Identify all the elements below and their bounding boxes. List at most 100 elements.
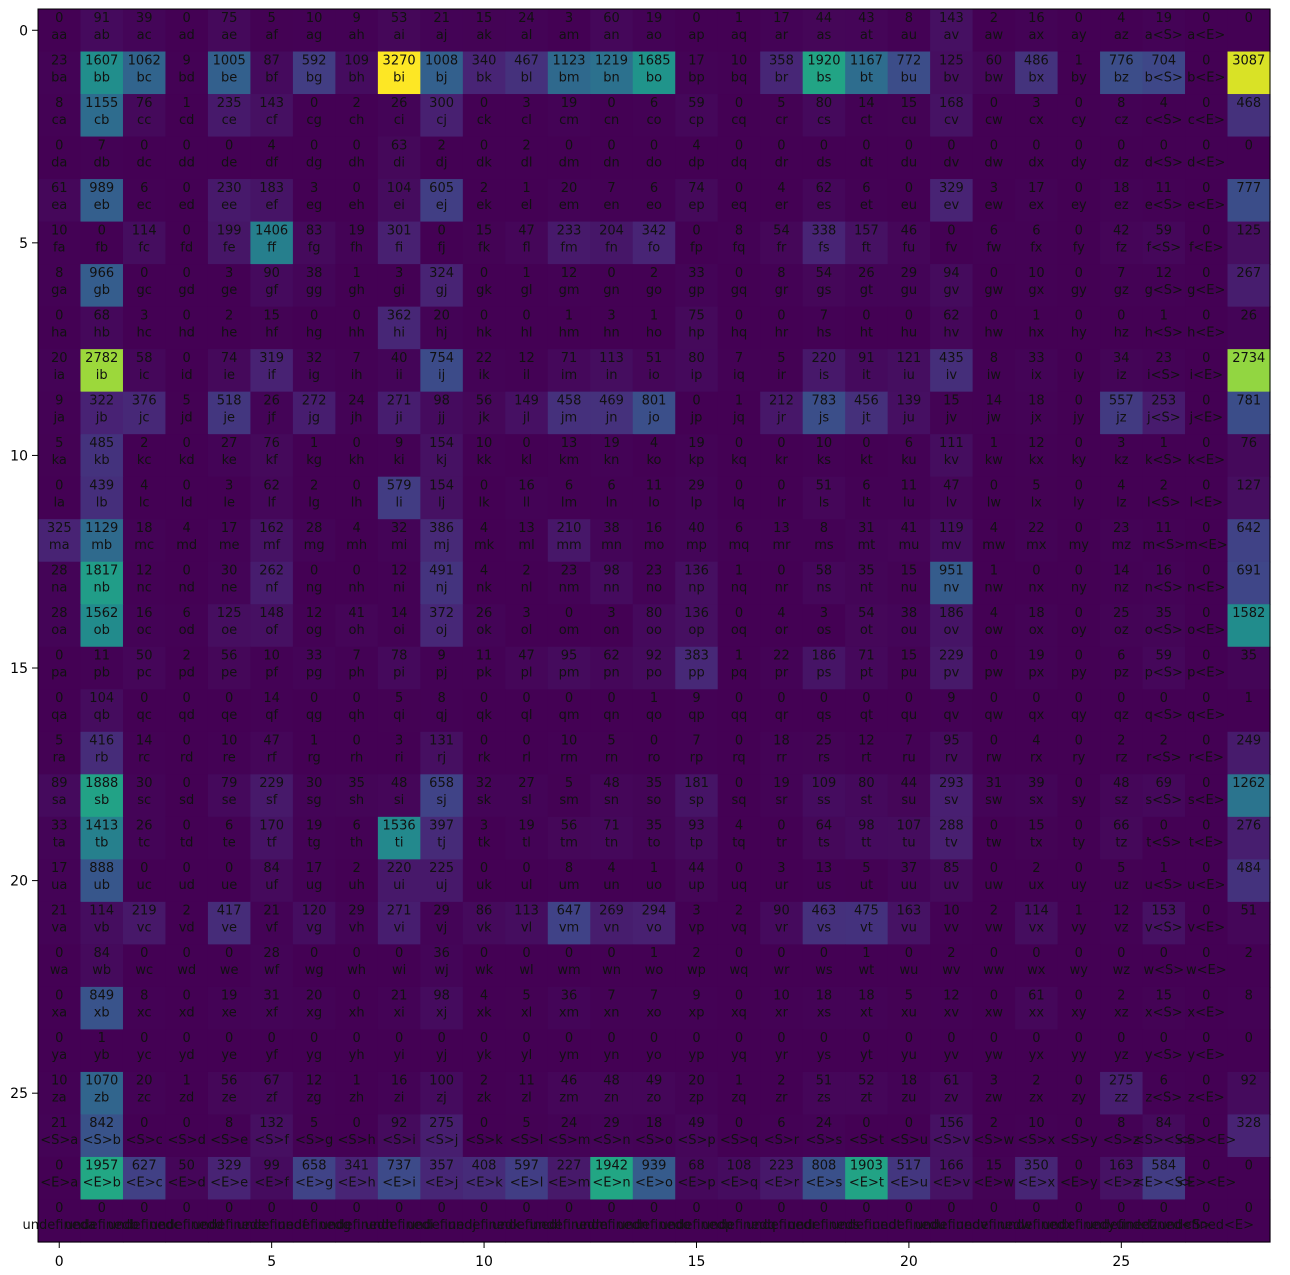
cell-count-label: 54: [858, 606, 875, 621]
heatmap-cell: [590, 859, 634, 903]
cell-pair-label: kj: [436, 453, 447, 468]
cell-count-label: 0: [140, 1201, 148, 1216]
cell-count-label: 253: [1151, 393, 1176, 408]
cell-pair-label: pj: [436, 666, 448, 681]
heatmap-cell: [675, 9, 719, 53]
cell-pair-label: cc: [137, 113, 151, 128]
cell-count-label: 15: [1156, 989, 1173, 1004]
cell-count-label: 31: [986, 776, 1003, 791]
cell-pair-label: jz: [1115, 410, 1127, 425]
heatmap-cell: [1015, 94, 1059, 138]
heatmap-cell: [165, 731, 209, 775]
cell-pair-label: ux: [1028, 878, 1044, 893]
cell-pair-label: uu: [901, 878, 917, 893]
cell-count-label: 1817: [85, 563, 118, 578]
cell-pair-label: hb: [93, 325, 110, 340]
heatmap-cell: [207, 9, 252, 53]
heatmap-cell: [590, 476, 634, 520]
heatmap-cell: [760, 221, 804, 265]
cell-count-label: 17: [688, 53, 705, 68]
cell-count-label: 4: [352, 521, 360, 536]
cell-count-label: 168: [939, 96, 964, 111]
cell-count-label: 40: [391, 351, 408, 366]
cell-count-label: 27: [221, 436, 238, 451]
cell-pair-label: va: [51, 921, 67, 936]
heatmap-cell: [717, 306, 761, 350]
cell-count-label: 808: [812, 1159, 837, 1174]
cell-count-label: 338: [812, 223, 837, 238]
cell-pair-label: mt: [858, 538, 876, 553]
cell-pair-label: ka: [52, 453, 67, 468]
cell-count-label: 1008: [425, 53, 458, 68]
cell-count-label: 31: [858, 521, 875, 536]
cell-count-label: 3: [990, 181, 998, 196]
cell-pair-label: lr: [777, 495, 787, 510]
cell-pair-label: undefined<E>: [1159, 1218, 1254, 1233]
cell-count-label: 754: [429, 351, 454, 366]
cell-pair-label: fw: [986, 240, 1001, 255]
heatmap-cell: [887, 646, 931, 690]
cell-count-label: 0: [225, 1031, 233, 1046]
cell-pair-label: ig: [308, 368, 320, 383]
cell-count-label: 416: [89, 734, 114, 749]
heatmap-cell: [1015, 51, 1059, 95]
cell-count-label: 4: [1117, 478, 1125, 493]
cell-count-label: 18: [816, 989, 833, 1004]
cell-count-label: 29: [433, 904, 450, 919]
cell-count-label: 23: [1113, 521, 1130, 536]
cell-count-label: 0: [905, 1201, 913, 1216]
heatmap-cell: [632, 94, 676, 138]
cell-count-label: 2: [310, 478, 318, 493]
cell-pair-label: ik: [478, 368, 490, 383]
heatmap-cell: [207, 816, 252, 860]
cell-count-label: 1: [650, 861, 658, 876]
cell-count-label: 0: [480, 308, 488, 323]
cell-count-label: 0: [1202, 1201, 1210, 1216]
cell-pair-label: tz: [1115, 836, 1127, 851]
cell-count-label: 62: [603, 649, 620, 664]
heatmap-cell: [335, 349, 379, 393]
cell-pair-label: ql: [521, 708, 533, 723]
cell-count-label: 324: [429, 266, 454, 281]
cell-count-label: 0: [607, 96, 615, 111]
cell-pair-label: pu: [901, 666, 918, 681]
cell-pair-label: <E>c: [126, 1176, 163, 1191]
cell-pair-label: yy: [1071, 1048, 1087, 1063]
cell-count-label: 0: [1202, 734, 1210, 749]
heatmap-cell: [887, 179, 931, 223]
heatmap-cell: [505, 476, 549, 520]
cell-count-label: 162: [259, 521, 284, 536]
cell-count-label: 383: [684, 649, 709, 664]
cell-count-label: 3: [310, 181, 318, 196]
heatmap-cell: [420, 434, 464, 478]
cell-count-label: 0: [225, 861, 233, 876]
heatmap-cell: [207, 604, 252, 648]
heatmap-cell: [420, 136, 464, 180]
heatmap-cell: [760, 689, 804, 733]
heatmap-cell: [930, 221, 974, 265]
heatmap-cell: [1015, 859, 1059, 903]
heatmap-cell: [845, 944, 889, 988]
cell-count-label: 5: [522, 989, 530, 1004]
heatmap-cell: [1015, 306, 1059, 350]
heatmap-cell: [250, 561, 294, 605]
cell-count-label: 0: [905, 181, 913, 196]
cell-count-label: 154: [429, 478, 454, 493]
heatmap-cell: [462, 646, 506, 690]
cell-count-label: 6: [990, 223, 998, 238]
cell-count-label: 2: [480, 181, 488, 196]
cell-pair-label: ax: [1029, 28, 1045, 43]
cell-pair-label: gk: [476, 283, 492, 298]
heatmap-cell: [1100, 476, 1144, 520]
heatmap-cell: [1057, 9, 1101, 53]
cell-count-label: 83: [306, 223, 323, 238]
cell-pair-label: nf: [265, 580, 278, 595]
cell-count-label: 11: [93, 649, 110, 664]
cell-pair-label: dn: [603, 155, 620, 170]
cell-count-label: 109: [344, 53, 369, 68]
cell-pair-label: cl: [521, 113, 532, 128]
cell-pair-label: <E>k: [465, 1176, 503, 1191]
heatmap-cell: [165, 349, 209, 393]
cell-count-label: 41: [901, 521, 918, 536]
heatmap-cell: [165, 434, 209, 478]
